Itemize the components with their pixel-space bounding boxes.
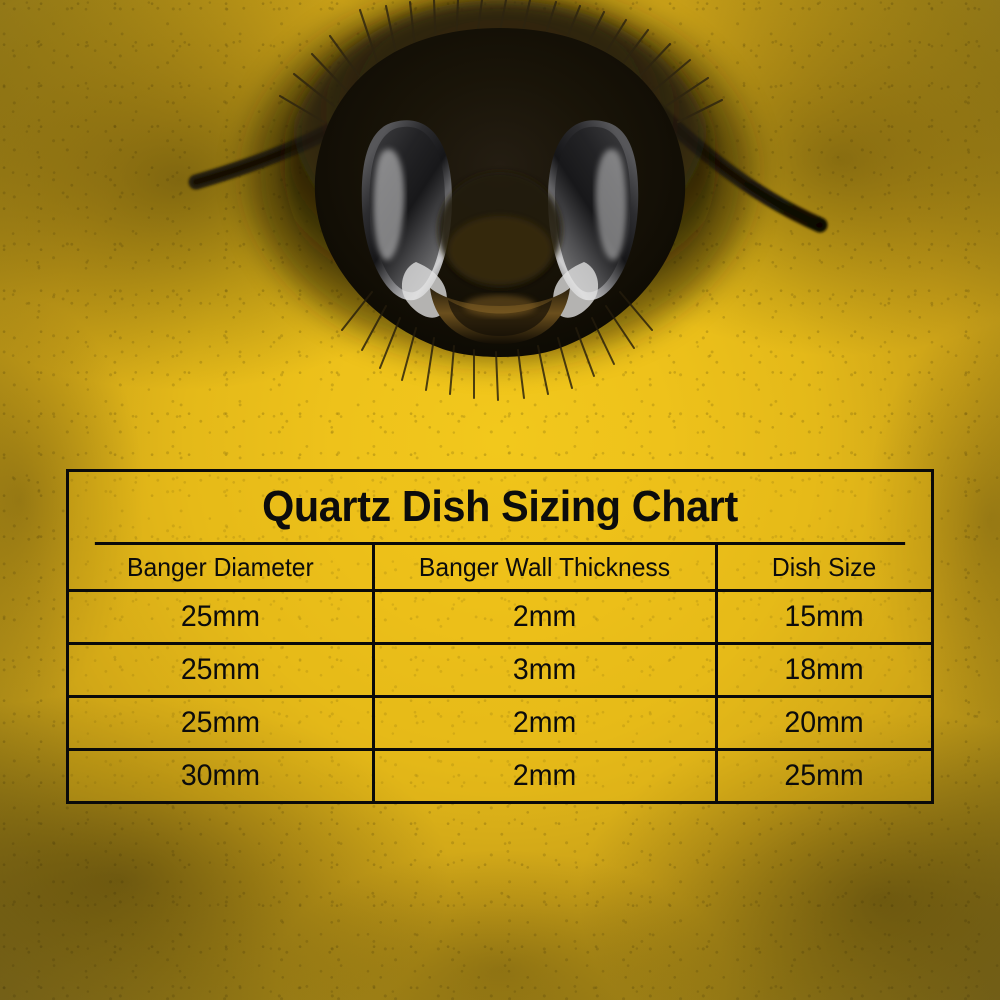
cell-banger-wall-thickness: 2mm bbox=[380, 695, 708, 751]
cell-dish-size: 18mm bbox=[720, 642, 926, 698]
cell-banger-diameter: 30mm bbox=[76, 748, 366, 801]
table-row: 25mm 2mm 20mm bbox=[69, 695, 931, 751]
table-row: 25mm 3mm 18mm bbox=[69, 642, 931, 698]
cell-banger-diameter: 25mm bbox=[76, 642, 366, 698]
table-header-row: Banger Diameter Banger Wall Thickness Di… bbox=[69, 545, 931, 592]
column-header-banger-diameter: Banger Diameter bbox=[76, 545, 366, 592]
cell-banger-wall-thickness: 3mm bbox=[380, 642, 708, 698]
cell-banger-diameter: 25mm bbox=[76, 695, 366, 751]
table-row: 30mm 2mm 25mm bbox=[69, 748, 931, 801]
bee-head-photo bbox=[0, 0, 1000, 430]
chart-title: Quartz Dish Sizing Chart bbox=[94, 472, 906, 545]
column-header-banger-wall-thickness: Banger Wall Thickness bbox=[380, 545, 708, 592]
cell-banger-wall-thickness: 2mm bbox=[380, 748, 708, 801]
cell-banger-wall-thickness: 2mm bbox=[380, 589, 708, 645]
table-row: 25mm 2mm 15mm bbox=[69, 589, 931, 645]
cell-dish-size: 20mm bbox=[720, 695, 926, 751]
column-header-dish-size: Dish Size bbox=[720, 545, 926, 592]
quartz-dish-sizing-chart: Quartz Dish Sizing Chart Banger Diameter… bbox=[66, 469, 934, 804]
cell-dish-size: 15mm bbox=[720, 589, 926, 645]
sizing-table: Banger Diameter Banger Wall Thickness Di… bbox=[69, 545, 931, 801]
cell-dish-size: 25mm bbox=[720, 748, 926, 801]
cell-banger-diameter: 25mm bbox=[76, 589, 366, 645]
